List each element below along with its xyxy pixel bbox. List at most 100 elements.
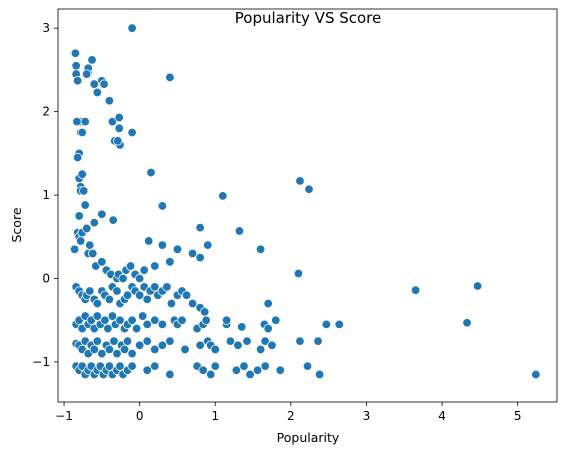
data-point — [321, 319, 332, 330]
data-point — [233, 340, 243, 350]
data-point — [157, 240, 168, 250]
x-tick-label: −1 — [55, 409, 73, 423]
data-point — [239, 361, 249, 371]
data-point — [88, 248, 98, 259]
data-point — [314, 369, 325, 380]
data-point — [87, 55, 97, 65]
data-point — [134, 290, 145, 300]
x-tick-label: 2 — [287, 409, 295, 423]
data-point — [166, 298, 177, 309]
data-point — [77, 127, 87, 138]
data-point — [99, 79, 109, 89]
data-point — [157, 340, 168, 350]
data-point — [210, 361, 220, 371]
data-point — [104, 344, 115, 355]
data-point — [85, 286, 95, 296]
x-tick-label: 3 — [363, 409, 371, 423]
data-point — [100, 315, 110, 325]
data-point — [472, 281, 483, 291]
data-point — [70, 48, 81, 58]
data-point — [72, 76, 83, 86]
data-point — [462, 318, 472, 328]
data-point — [245, 369, 255, 380]
data-point — [313, 336, 323, 346]
data-point — [177, 315, 187, 325]
data-point — [295, 176, 305, 186]
data-point — [119, 344, 130, 355]
data-point — [225, 336, 236, 346]
data-point — [71, 61, 81, 71]
data-point — [267, 340, 277, 350]
data-points — [69, 23, 541, 380]
data-point — [127, 315, 137, 325]
data-point — [242, 336, 252, 346]
data-point — [295, 336, 305, 346]
data-point — [165, 369, 175, 380]
x-tick-label: 1 — [211, 409, 219, 423]
data-point — [103, 323, 113, 334]
data-point — [109, 336, 119, 346]
data-point — [97, 257, 107, 267]
data-point — [150, 315, 160, 325]
data-point — [125, 261, 136, 271]
data-point — [165, 257, 175, 267]
data-point — [69, 244, 80, 255]
data-point — [172, 244, 183, 255]
data-point — [260, 336, 270, 346]
data-point — [255, 344, 266, 355]
data-point — [195, 340, 205, 350]
data-point — [127, 348, 137, 359]
data-point — [304, 184, 314, 194]
data-point — [122, 290, 133, 300]
data-point — [531, 369, 541, 380]
data-point — [75, 236, 86, 246]
data-point — [82, 69, 92, 79]
data-point — [157, 201, 168, 211]
data-point — [104, 96, 115, 106]
data-point — [113, 136, 123, 146]
data-point — [131, 323, 142, 334]
data-point — [79, 186, 89, 196]
data-point — [231, 365, 242, 375]
data-point — [410, 285, 421, 295]
data-point — [187, 298, 198, 309]
y-axis-ticks: −1 0 1 2 3 — [32, 21, 58, 369]
data-point — [92, 311, 103, 321]
data-point — [201, 315, 211, 325]
x-tick-label: 5 — [514, 409, 522, 423]
data-point — [85, 240, 95, 250]
data-point — [114, 123, 124, 134]
data-point — [112, 348, 122, 359]
data-point — [92, 336, 103, 346]
x-tick-label: 0 — [136, 409, 144, 423]
data-point — [92, 298, 103, 309]
data-point — [165, 336, 175, 346]
data-point — [234, 226, 245, 236]
data-point — [181, 290, 192, 300]
data-point — [115, 315, 125, 325]
data-point — [150, 261, 160, 271]
data-point — [127, 23, 137, 33]
data-point — [202, 240, 213, 250]
data-point — [180, 344, 190, 355]
data-point — [206, 369, 216, 380]
data-point — [112, 286, 122, 296]
data-point — [195, 222, 205, 233]
data-point — [199, 307, 210, 317]
data-point — [108, 215, 118, 225]
x-axis-ticks: −1 0 1 2 3 4 5 — [55, 402, 522, 423]
data-point — [195, 252, 205, 263]
data-point — [165, 72, 175, 83]
data-point — [302, 361, 313, 371]
data-point — [275, 365, 285, 375]
y-tick-label: 0 — [42, 272, 50, 286]
data-point — [134, 273, 145, 284]
data-point — [210, 344, 220, 355]
data-point — [80, 116, 90, 127]
data-point — [263, 323, 273, 334]
chart-title: Popularity VS Score — [235, 9, 382, 27]
data-point — [150, 361, 160, 371]
plot-frame — [57, 8, 558, 403]
